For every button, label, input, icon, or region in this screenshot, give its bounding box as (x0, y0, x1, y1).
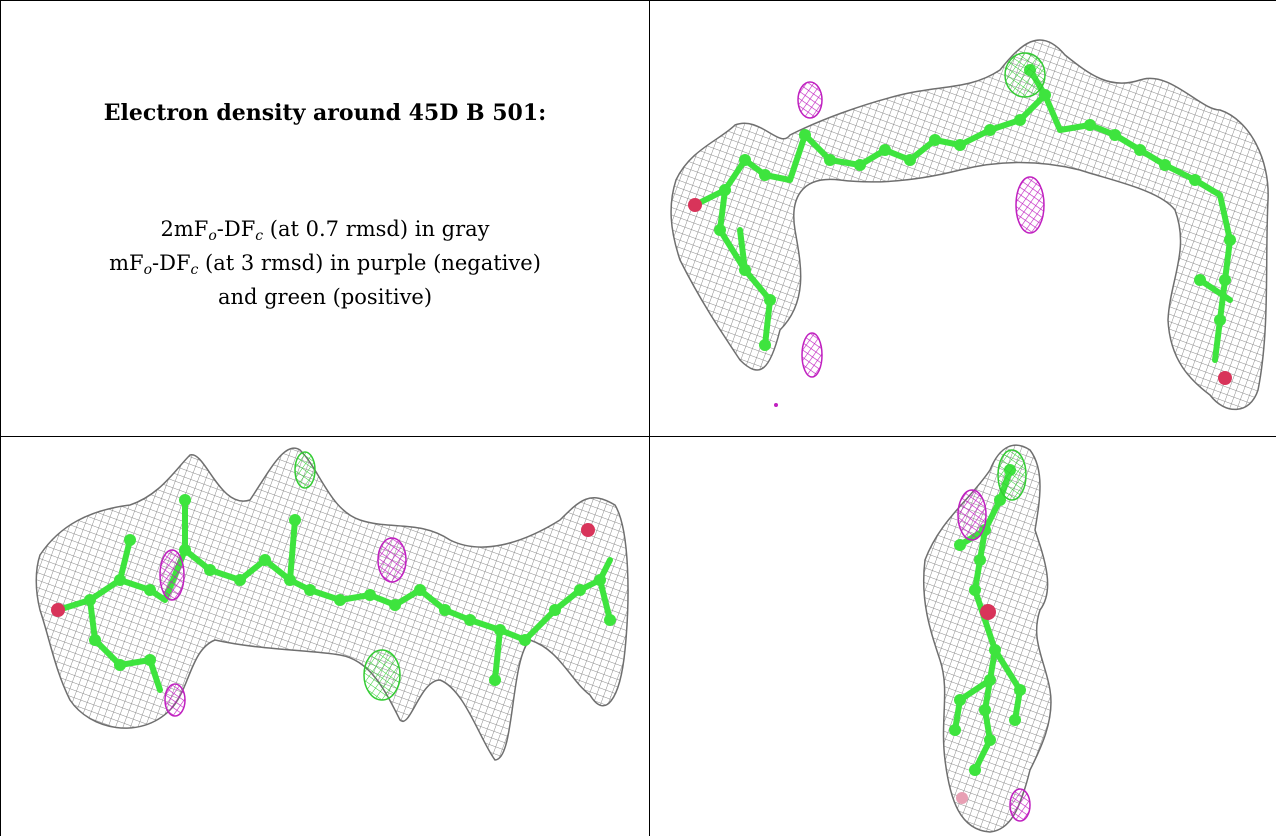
caption-title: Electron density around 45D B 501: (103, 100, 547, 126)
negative-density-blob (164, 683, 186, 717)
carbon-atoms (84, 494, 616, 686)
caption-line-2mfo: 2mFo-DFc (at 0.7 rmsd) in gray (160, 217, 490, 244)
oxygen-atom (688, 198, 702, 212)
border-top (0, 0, 1276, 1)
positive-density-blob (1004, 52, 1046, 98)
caption-line-mfo: mFo-DFc (at 3 rmsd) in purple (negative) (109, 251, 541, 278)
negative-density-blob (801, 332, 823, 378)
negative-density-blob (957, 489, 987, 541)
caption-description: 2mFo-DFc (at 0.7 rmsd) in gray mFo-DFc (… (10, 212, 640, 314)
border-divider-vertical (649, 0, 650, 836)
bottom-left-view (35, 447, 629, 761)
gray-density-mesh (670, 39, 1269, 411)
gray-density-mesh (35, 447, 629, 761)
border-divider-horizontal (0, 436, 1276, 437)
positive-density-blob (997, 449, 1027, 501)
negative-density-blob (1009, 788, 1031, 822)
gray-density-mesh (922, 444, 1052, 833)
positive-density-blob (294, 451, 316, 489)
bottom-right-view (922, 444, 1052, 833)
border-left (0, 0, 1, 836)
top-right-view (670, 39, 1269, 411)
positive-density-blob (363, 649, 401, 701)
oxygen-atom (581, 523, 595, 537)
oxygen-atom (956, 792, 968, 804)
negative-density-blob (1015, 176, 1045, 234)
oxygen-atom (980, 604, 996, 620)
carbon-atoms (949, 464, 1026, 776)
negative-density-blob (159, 549, 185, 601)
oxygen-atom (1218, 371, 1232, 385)
negative-density-blob (797, 81, 823, 119)
caption-cell: Electron density around 45D B 501: 2mFo-… (10, 12, 640, 432)
oxygen-atom (51, 603, 65, 617)
negative-density-blob (774, 403, 778, 407)
caption-line-green: and green (positive) (217, 285, 433, 309)
negative-density-blob (377, 537, 407, 583)
